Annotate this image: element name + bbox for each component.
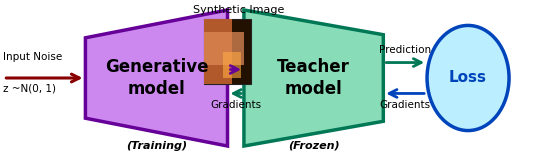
Bar — [204, 19, 251, 84]
Text: Gradients: Gradients — [380, 100, 431, 110]
Text: Gradients: Gradients — [210, 100, 261, 110]
Bar — [204, 19, 232, 84]
Text: z ~N(0, 1): z ~N(0, 1) — [3, 83, 56, 93]
Text: Synthetic Image: Synthetic Image — [193, 5, 284, 15]
Bar — [204, 32, 244, 65]
Polygon shape — [244, 10, 383, 146]
Ellipse shape — [427, 25, 509, 131]
Text: Input Noise: Input Noise — [3, 52, 62, 62]
Bar — [223, 52, 242, 78]
Text: Prediction: Prediction — [379, 45, 431, 55]
Text: Teacher
model: Teacher model — [277, 58, 350, 98]
Polygon shape — [85, 10, 227, 146]
Text: (Training): (Training) — [126, 141, 187, 151]
Text: Loss: Loss — [449, 71, 487, 85]
Text: Generative
model: Generative model — [105, 58, 208, 98]
Text: (Frozen): (Frozen) — [288, 141, 339, 151]
